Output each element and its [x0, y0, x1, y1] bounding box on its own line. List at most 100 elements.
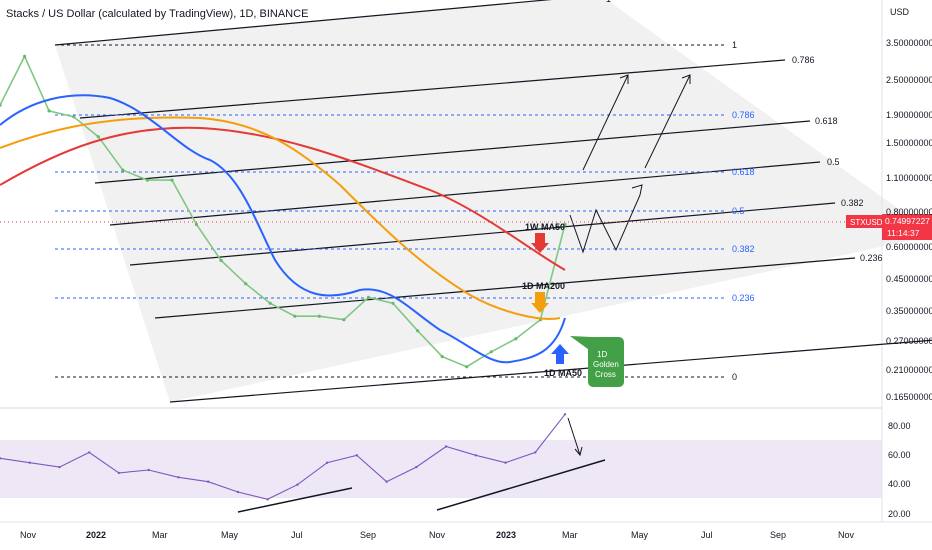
price-tick: 0.60000000 — [886, 242, 932, 252]
rsi-point — [117, 471, 121, 475]
ma200-1d-arrow — [531, 292, 549, 313]
rsi-point — [266, 498, 269, 501]
price-point — [391, 301, 395, 305]
price-point — [0, 103, 2, 107]
time-tick: Mar — [152, 530, 168, 540]
price-point — [72, 115, 76, 119]
time-tick: May — [631, 530, 649, 540]
price-point — [342, 318, 346, 322]
chart-title: Stacks / US Dollar (calculated by Tradin… — [6, 8, 308, 20]
price-points — [0, 54, 567, 369]
rsi-point — [207, 480, 210, 483]
price-tick: 0.45000000 — [886, 274, 932, 284]
rsi-point — [325, 461, 329, 464]
time-tick: Jul — [701, 530, 713, 540]
retrace-fib-label: 0.786 — [732, 110, 755, 120]
price-point — [244, 282, 248, 286]
ma50-1d-arrow — [551, 344, 569, 364]
symbol-tag-label: STXUSD — [850, 218, 883, 227]
price-point — [219, 258, 223, 263]
price-tick: 1.90000000 — [886, 110, 932, 120]
ma50-1d-line — [0, 94, 566, 364]
current-price-box — [882, 214, 932, 240]
price-point — [47, 109, 51, 113]
rsi-band — [0, 440, 882, 498]
golden-cross-pointer — [570, 336, 592, 352]
channel-line-0786 — [79, 59, 786, 119]
rsi-tick: 20.00 — [888, 509, 911, 519]
rsi-point — [504, 461, 507, 464]
ma50-1w-label: 1W MA50 — [525, 222, 565, 232]
rsi-point — [563, 413, 567, 416]
price-point — [293, 314, 297, 318]
channel-line-0618 — [94, 120, 811, 184]
time-tick: Sep — [770, 530, 786, 540]
time-tick: May — [221, 530, 239, 540]
price-point — [440, 355, 444, 359]
retrace-fib-label: 0 — [732, 372, 737, 382]
price-point — [514, 337, 518, 341]
channel-fib-label: 0.618 — [815, 116, 838, 126]
price-tick: 0.80000000 — [886, 207, 932, 217]
projection-arrowhead-b — [681, 74, 691, 84]
rsi-point — [28, 461, 31, 464]
rsi-projection-arrow — [567, 417, 581, 456]
rsi-point — [415, 465, 418, 469]
channel-lines — [54, 0, 932, 403]
rsi-axis-ticks: 80.00 60.00 40.00 20.00 — [888, 421, 911, 519]
rsi-point — [534, 451, 537, 454]
projection-arrowhead-a — [619, 74, 629, 84]
rsi-projection-arrowhead — [574, 446, 583, 457]
channel-line-0382 — [129, 202, 836, 266]
rsi-point — [88, 451, 91, 454]
price-axis-unit: USD — [890, 7, 910, 17]
price-tick: 0.35000000 — [886, 306, 932, 316]
retrace-fib-labels: 1 0.786 0.618 0.5 0.382 0.236 0 — [732, 40, 755, 382]
channel-line-0236 — [154, 257, 856, 319]
channel-fib-label: 0.786 — [792, 55, 815, 65]
rsi-points — [0, 413, 567, 501]
symbol-tag-box — [846, 215, 882, 228]
price-series-line — [0, 54, 566, 368]
rsi-point — [296, 483, 299, 486]
golden-cross-line-3: Cross — [595, 370, 616, 379]
projection-zigzag — [569, 194, 641, 254]
golden-cross-line-2: Golden — [593, 360, 619, 369]
price-tick: 1.10000000 — [886, 173, 932, 183]
channel-fib-label: 1 — [606, 0, 611, 4]
golden-cross-box — [588, 337, 624, 387]
time-tick: 2023 — [496, 530, 516, 540]
price-point — [121, 168, 125, 172]
retrace-fib-label: 0.618 — [732, 167, 755, 177]
price-tick: 3.50000000 — [886, 38, 932, 48]
rsi-tick: 60.00 — [888, 450, 911, 460]
price-point — [489, 350, 493, 354]
channel-line-1 — [54, 0, 553, 46]
channel-fib-label: 0.236 — [860, 253, 883, 263]
price-point — [145, 178, 149, 182]
retrace-fib-label: 0.5 — [732, 206, 745, 216]
price-point — [416, 329, 420, 333]
price-tick: 0.16500000 — [886, 392, 932, 402]
price-point — [465, 365, 469, 369]
price-axis-ticks: 3.50000000 2.50000000 1.90000000 1.50000… — [886, 38, 932, 402]
channel-fib-label: 0.5 — [827, 157, 840, 167]
rsi-point — [385, 480, 388, 483]
rsi-line — [0, 413, 566, 500]
rsi-trendline-2 — [436, 459, 606, 511]
time-tick: Nov — [429, 530, 446, 540]
time-tick: Sep — [360, 530, 376, 540]
channel-line-0 — [169, 339, 932, 403]
ma50-1w-line — [0, 126, 566, 271]
projection-arrow-a — [582, 74, 629, 171]
price-point — [366, 295, 371, 299]
rsi-point — [444, 445, 448, 448]
rsi-tick: 40.00 — [888, 479, 911, 489]
current-price-label: 0.74997227 — [885, 216, 930, 226]
channel-fib-labels: 1 0.786 0.618 0.5 0.382 0.236 — [606, 0, 883, 263]
rsi-point — [474, 454, 477, 457]
ma200-1d-label: 1D MA200 — [522, 281, 565, 291]
price-point — [23, 54, 27, 59]
